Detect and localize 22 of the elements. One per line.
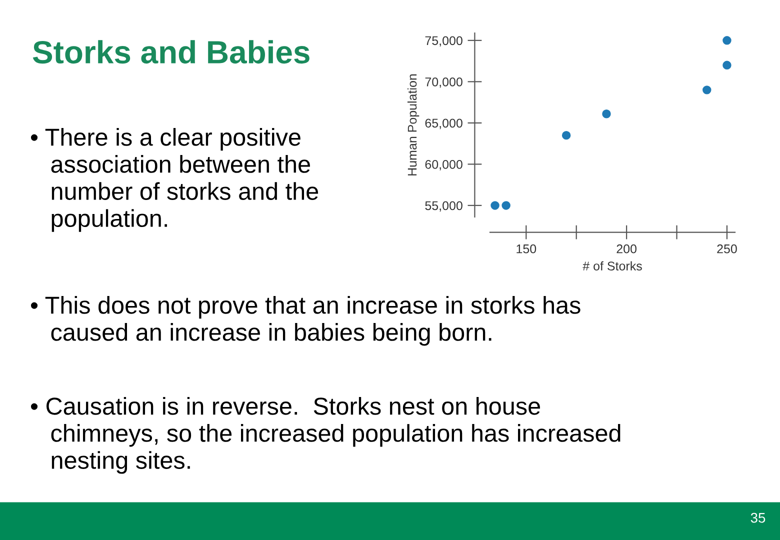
point [722, 60, 732, 70]
text: 35 [750, 512, 766, 523]
point [722, 36, 732, 45]
text: • There is a clear positive association between the number of storks and the population. [30, 128, 318, 232]
y-tick-label: 60,000 [425, 160, 462, 170]
x-tick-label: 250 [717, 244, 737, 254]
point [602, 109, 611, 118]
x-axis-title: # of Storks [582, 261, 642, 270]
text: • Causation is in reverse. Storks nest on house chimneys, so the increased population has increased nesting sites. [30, 397, 620, 474]
point [502, 201, 510, 210]
x-tick-label: 150 [516, 244, 536, 254]
text: • This does not prove that an increase in storks has caused an increase in babies being born. [30, 296, 580, 346]
y-tick-label: 70,000 [425, 77, 462, 88]
y-tick-label: 55,000 [425, 201, 462, 212]
y-tick-label: 65,000 [425, 118, 462, 130]
point [490, 201, 500, 210]
y-axis-title: Human Population [407, 74, 420, 176]
y-tick-label: 75,000 [425, 36, 462, 47]
text: Storks and Babies [32, 40, 310, 64]
point [562, 130, 571, 140]
point [702, 86, 712, 94]
x-tick-label: 200 [616, 244, 636, 254]
